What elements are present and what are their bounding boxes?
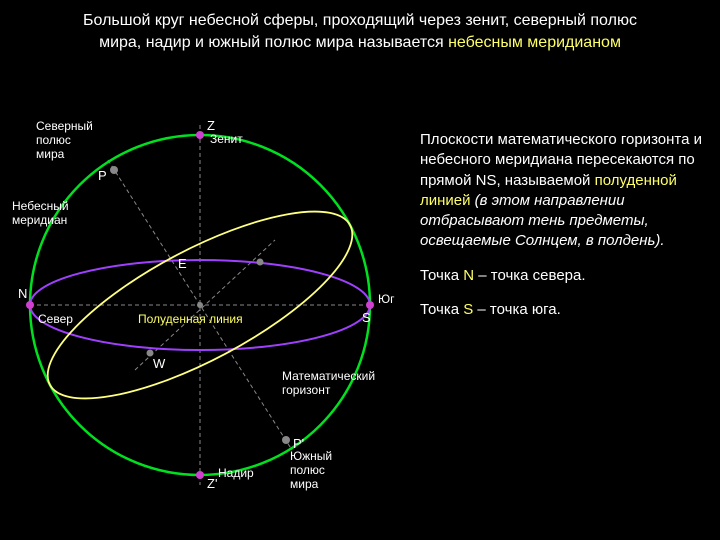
p1-c: , называемой	[496, 172, 594, 189]
point-nadir	[196, 471, 204, 479]
p3-a: Точка	[420, 301, 463, 318]
header-line1: Большой круг небесной сферы, проходящий …	[83, 12, 637, 29]
p2-c: – точка севера.	[474, 267, 585, 284]
mark-Z: Z	[207, 118, 215, 133]
p2-a: Точка	[420, 267, 463, 284]
point-e	[257, 259, 264, 266]
label-noonline: Полуденная линия	[138, 312, 243, 326]
mark-P: P	[98, 168, 107, 183]
p2-b: N	[463, 267, 474, 284]
side-p3: Точка S – точка юга.	[420, 300, 710, 320]
p1-b: NS	[476, 172, 497, 189]
point-pp	[282, 436, 290, 444]
header-highlight: небесным меридианом	[448, 34, 621, 51]
label-math-horizon: Математическийгоризонт	[282, 370, 375, 398]
mark-E: E	[178, 256, 187, 271]
label-north: Север	[38, 312, 73, 326]
label-south: Юг	[378, 292, 395, 306]
header-text: Большой круг небесной сферы, проходящий …	[0, 0, 720, 59]
label-meridian: Небесныймеридиан	[12, 200, 69, 228]
point-p	[110, 166, 118, 174]
mark-Zp: Z'	[207, 476, 217, 491]
label-north-pole: Северныйполюсмира	[36, 120, 93, 161]
point-n	[26, 301, 34, 309]
side-p2: Точка N – точка севера.	[420, 266, 710, 286]
p3-b: S	[463, 301, 473, 318]
point-center	[197, 302, 203, 308]
point-s	[366, 301, 374, 309]
label-zenith: Зенит	[210, 132, 243, 146]
label-south-pole: Южныйполюсмира	[290, 450, 332, 491]
label-nadir: Надир	[218, 466, 254, 480]
point-zenith	[196, 131, 204, 139]
mark-S: S	[362, 310, 371, 325]
header-line2a: мира, надир и южный полюс мира называетс…	[99, 34, 448, 51]
mark-W: W	[153, 356, 166, 371]
mark-N: N	[18, 286, 27, 301]
p3-c: – точка юга.	[473, 301, 561, 318]
side-p1: Плоскости математического горизонта и не…	[420, 130, 710, 252]
side-panel: Плоскости математического горизонта и не…	[420, 130, 710, 334]
celestial-sphere-diagram: Z Z' P P' N S E W Северныйполюсмира Зени…	[0, 70, 400, 530]
